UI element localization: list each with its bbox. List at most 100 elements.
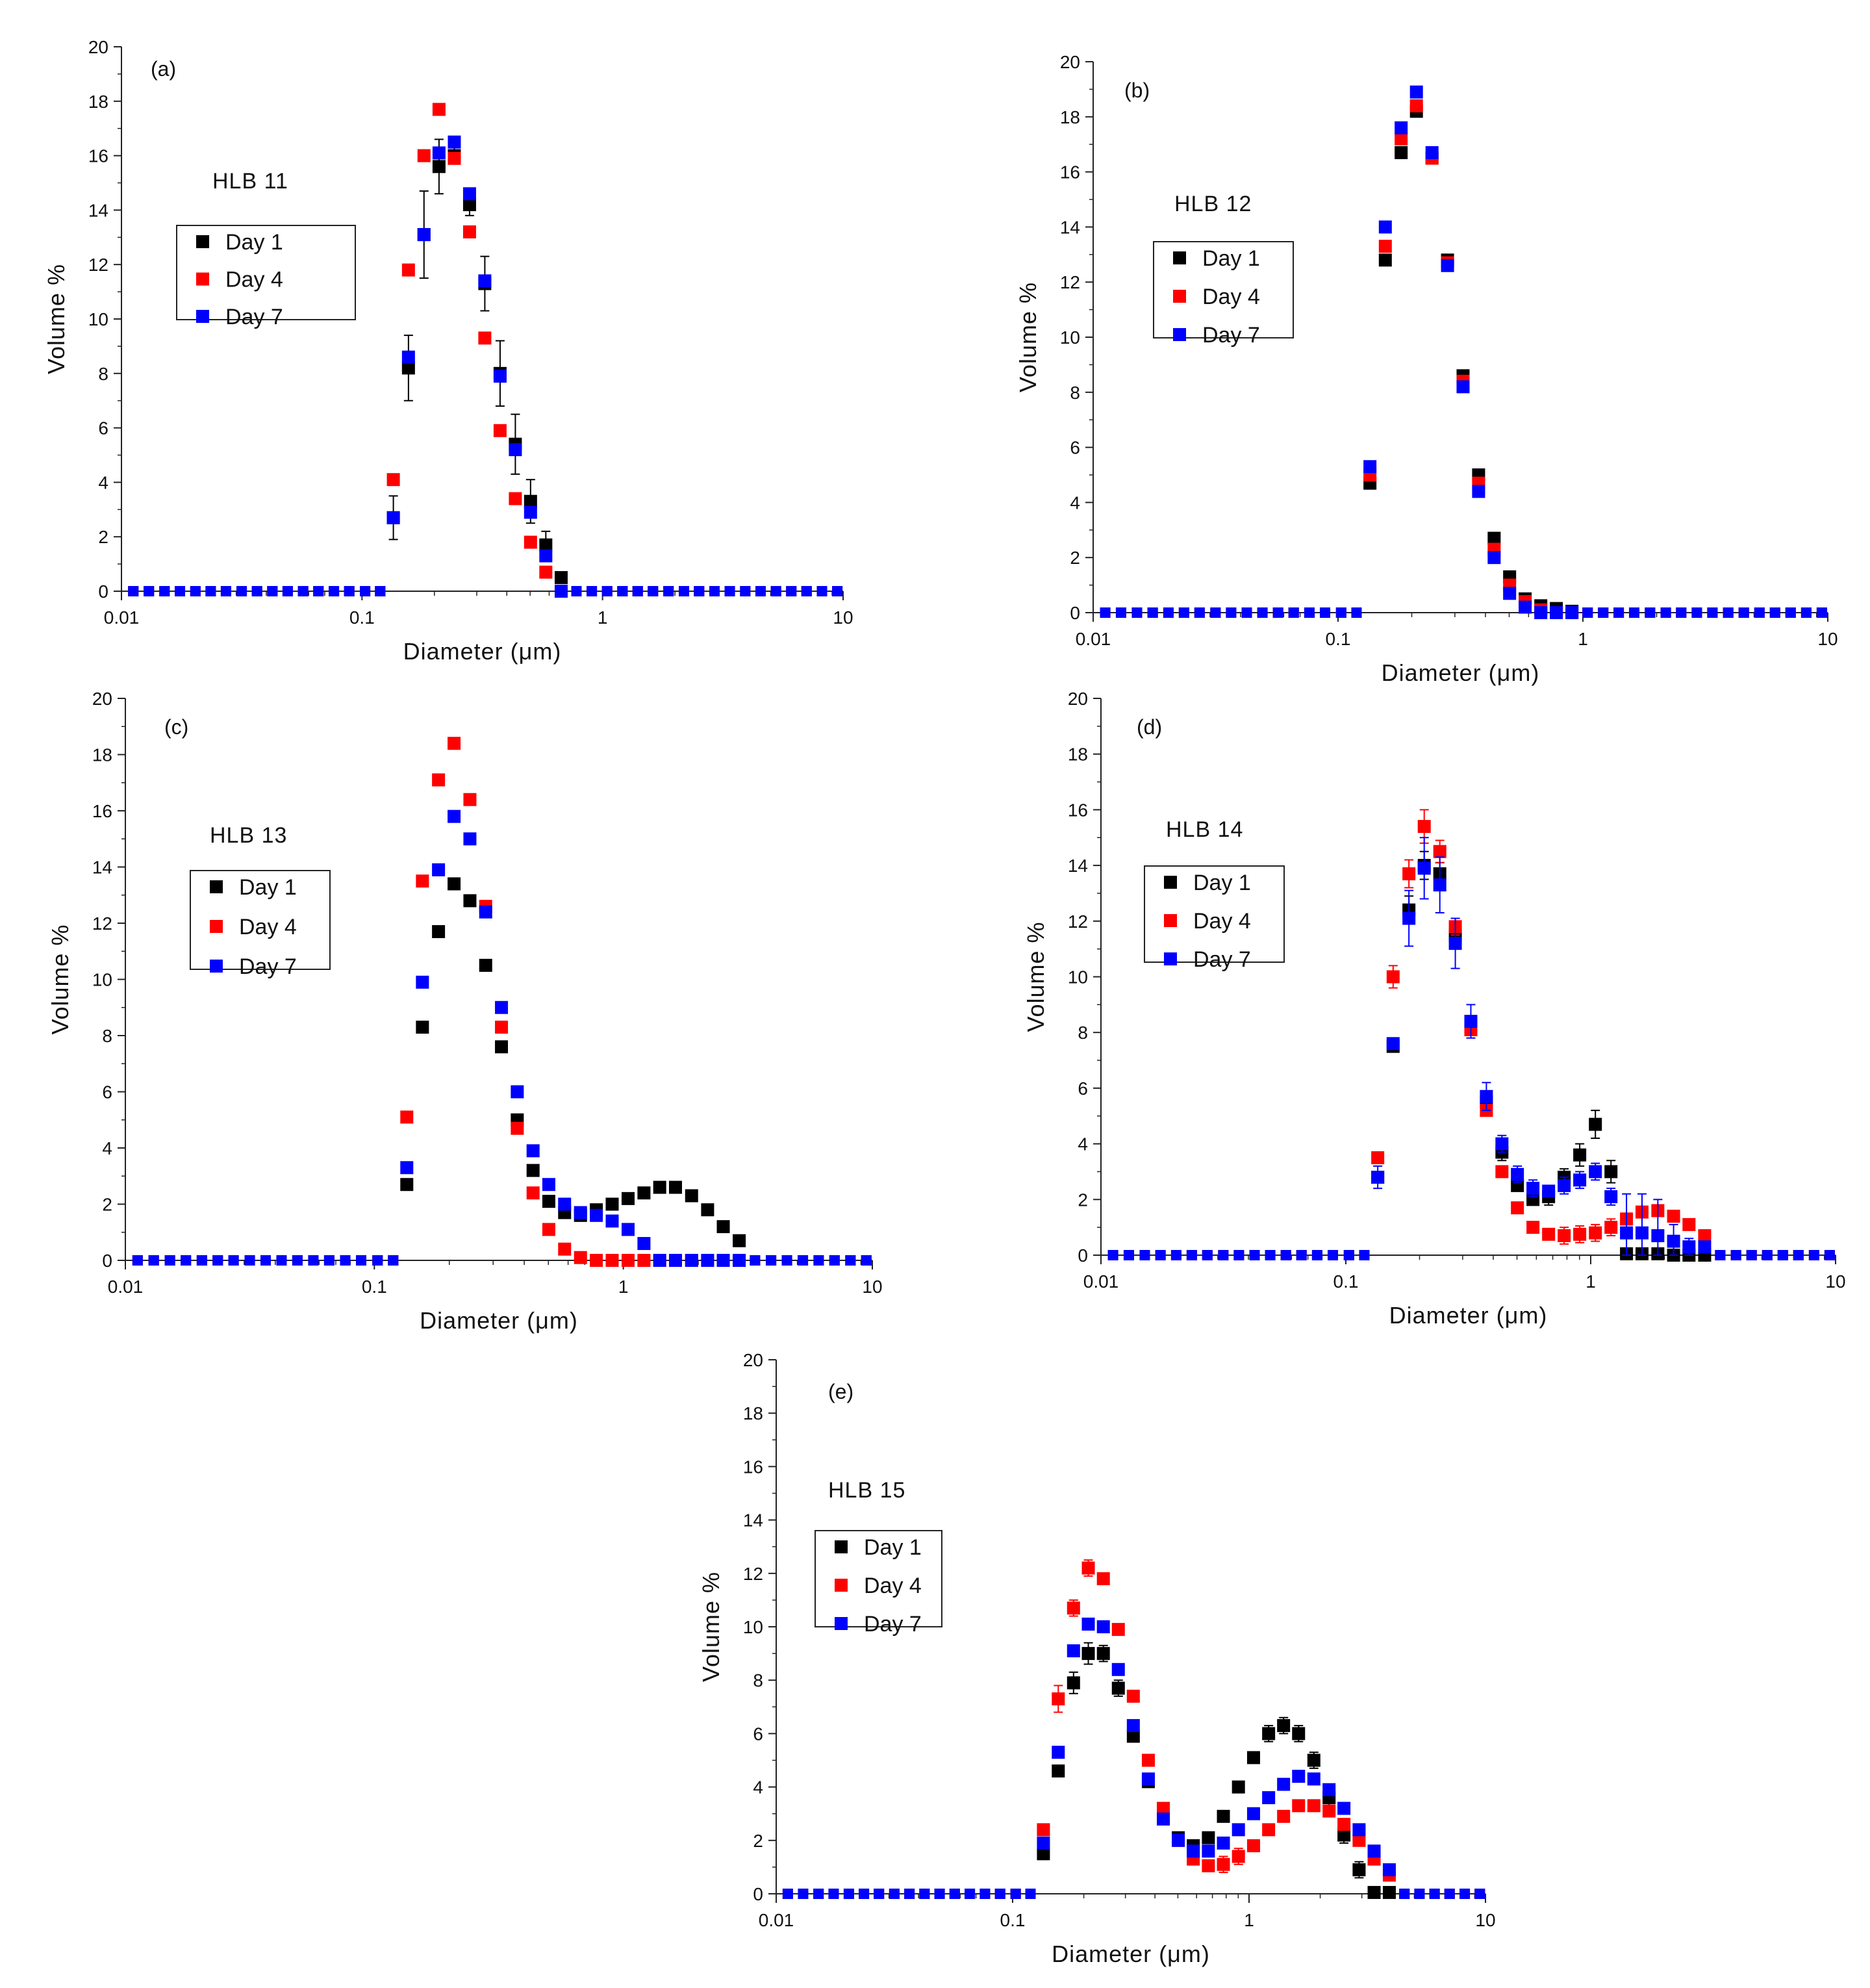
chart-panel-d: 0 2 4 6 8 10 12 14 16 18 20 0.01 0.1 1 10 Diameter (μm)… — [1022, 689, 1846, 1329]
data-point — [308, 1255, 319, 1266]
legend-marker — [196, 310, 209, 323]
data-point — [1723, 607, 1734, 618]
data-point — [1147, 607, 1158, 618]
data-point — [750, 1255, 761, 1266]
data-point — [770, 586, 781, 596]
data-point — [1573, 1173, 1587, 1187]
x-tick-label: 0.1 — [1326, 629, 1351, 649]
data-point — [1178, 607, 1189, 618]
data-point — [1322, 1783, 1336, 1796]
panel-label: (b) — [1124, 79, 1150, 102]
data-point — [1382, 1885, 1396, 1899]
legend-marker — [835, 1617, 848, 1630]
data-point — [1395, 132, 1408, 146]
data-point — [495, 1040, 509, 1054]
zero-baseline-points — [132, 1255, 872, 1266]
x-axis-label: Diameter (μm) — [1389, 1302, 1548, 1329]
data-point — [1801, 607, 1812, 618]
data-point — [1351, 607, 1362, 618]
legend-marker — [1164, 876, 1177, 889]
y-tick-label: 18 — [92, 745, 112, 765]
data-point — [228, 1255, 239, 1266]
data-point — [462, 198, 476, 212]
data-point — [1573, 1227, 1587, 1241]
data-point — [1417, 820, 1431, 834]
y-tick-label: 0 — [1070, 603, 1080, 623]
data-point — [1395, 121, 1408, 134]
data-point — [1170, 1250, 1181, 1260]
data-point — [1292, 1727, 1306, 1740]
y-axis-label: Volume % — [698, 1572, 724, 1682]
data-point — [861, 1255, 872, 1266]
data-point — [1232, 1823, 1245, 1837]
y-tick-label: 6 — [98, 418, 108, 439]
data-point — [1382, 1863, 1396, 1877]
data-point — [632, 586, 643, 596]
data-point — [1272, 607, 1283, 618]
zero-baseline-points — [782, 1889, 1485, 1899]
data-point — [1409, 85, 1423, 99]
data-point — [1311, 1250, 1322, 1260]
data-point — [1343, 1250, 1354, 1260]
data-point — [701, 1203, 714, 1217]
data-point — [1793, 1250, 1804, 1260]
data-point — [401, 263, 415, 277]
y-tick-label: 20 — [1060, 52, 1080, 72]
data-point — [1738, 607, 1749, 618]
data-point — [1067, 1676, 1080, 1690]
data-point — [1582, 607, 1593, 618]
data-point — [1241, 607, 1252, 618]
data-point — [542, 1195, 555, 1208]
data-point — [889, 1889, 900, 1899]
data-point — [212, 1255, 223, 1266]
data-point — [1052, 1692, 1065, 1705]
data-point — [448, 737, 461, 750]
data-point — [590, 1208, 603, 1222]
data-point — [1187, 1844, 1200, 1858]
legend: Day 1 Day 4 Day 7 — [190, 870, 331, 979]
data-point — [1277, 1719, 1291, 1733]
y-tick-label: 2 — [1078, 1190, 1088, 1210]
series-day-4 — [1371, 809, 1712, 1245]
data-point — [1456, 380, 1470, 394]
data-point — [1107, 1250, 1118, 1260]
data-point — [1715, 1250, 1726, 1260]
data-point — [801, 586, 812, 596]
data-point — [648, 586, 659, 596]
y-tick-label: 20 — [1068, 689, 1088, 709]
data-point — [159, 586, 170, 596]
x-tick-label: 0.1 — [1333, 1271, 1359, 1292]
data-point — [949, 1889, 960, 1899]
y-tick-label: 4 — [102, 1138, 112, 1158]
panel-label: (d) — [1137, 715, 1162, 739]
data-point — [1226, 607, 1237, 618]
data-point — [432, 146, 446, 160]
data-point — [267, 586, 278, 596]
y-tick-label: 16 — [92, 801, 112, 821]
data-point — [526, 1144, 540, 1158]
legend-entry: Day 4 — [1193, 909, 1251, 934]
data-point — [1542, 1184, 1556, 1198]
data-point — [462, 187, 476, 201]
y-tick-label: 0 — [98, 581, 108, 602]
data-point — [493, 424, 507, 437]
panel-label: (c) — [164, 715, 188, 739]
data-point — [716, 1220, 730, 1234]
y-tick-label: 0 — [102, 1251, 112, 1271]
data-point — [994, 1889, 1005, 1899]
data-point — [1441, 259, 1454, 272]
y-tick-label: 12 — [88, 255, 108, 275]
x-tick-label: 10 — [1825, 1271, 1845, 1292]
y-tick-label: 14 — [1060, 217, 1080, 237]
data-point — [416, 975, 429, 989]
data-point — [694, 586, 705, 596]
data-point — [1123, 1250, 1134, 1260]
data-point — [181, 1255, 192, 1266]
data-point — [781, 1255, 792, 1266]
data-point — [832, 586, 843, 596]
series-day-7 — [1363, 85, 1579, 619]
chart-panel-a: 0 2 4 6 8 10 12 14 16 18 20 0.01 0.1 1 10 Diameter (μm)… — [43, 37, 853, 665]
data-point — [386, 511, 400, 524]
data-point — [1620, 1226, 1634, 1240]
data-point — [1111, 1663, 1125, 1676]
